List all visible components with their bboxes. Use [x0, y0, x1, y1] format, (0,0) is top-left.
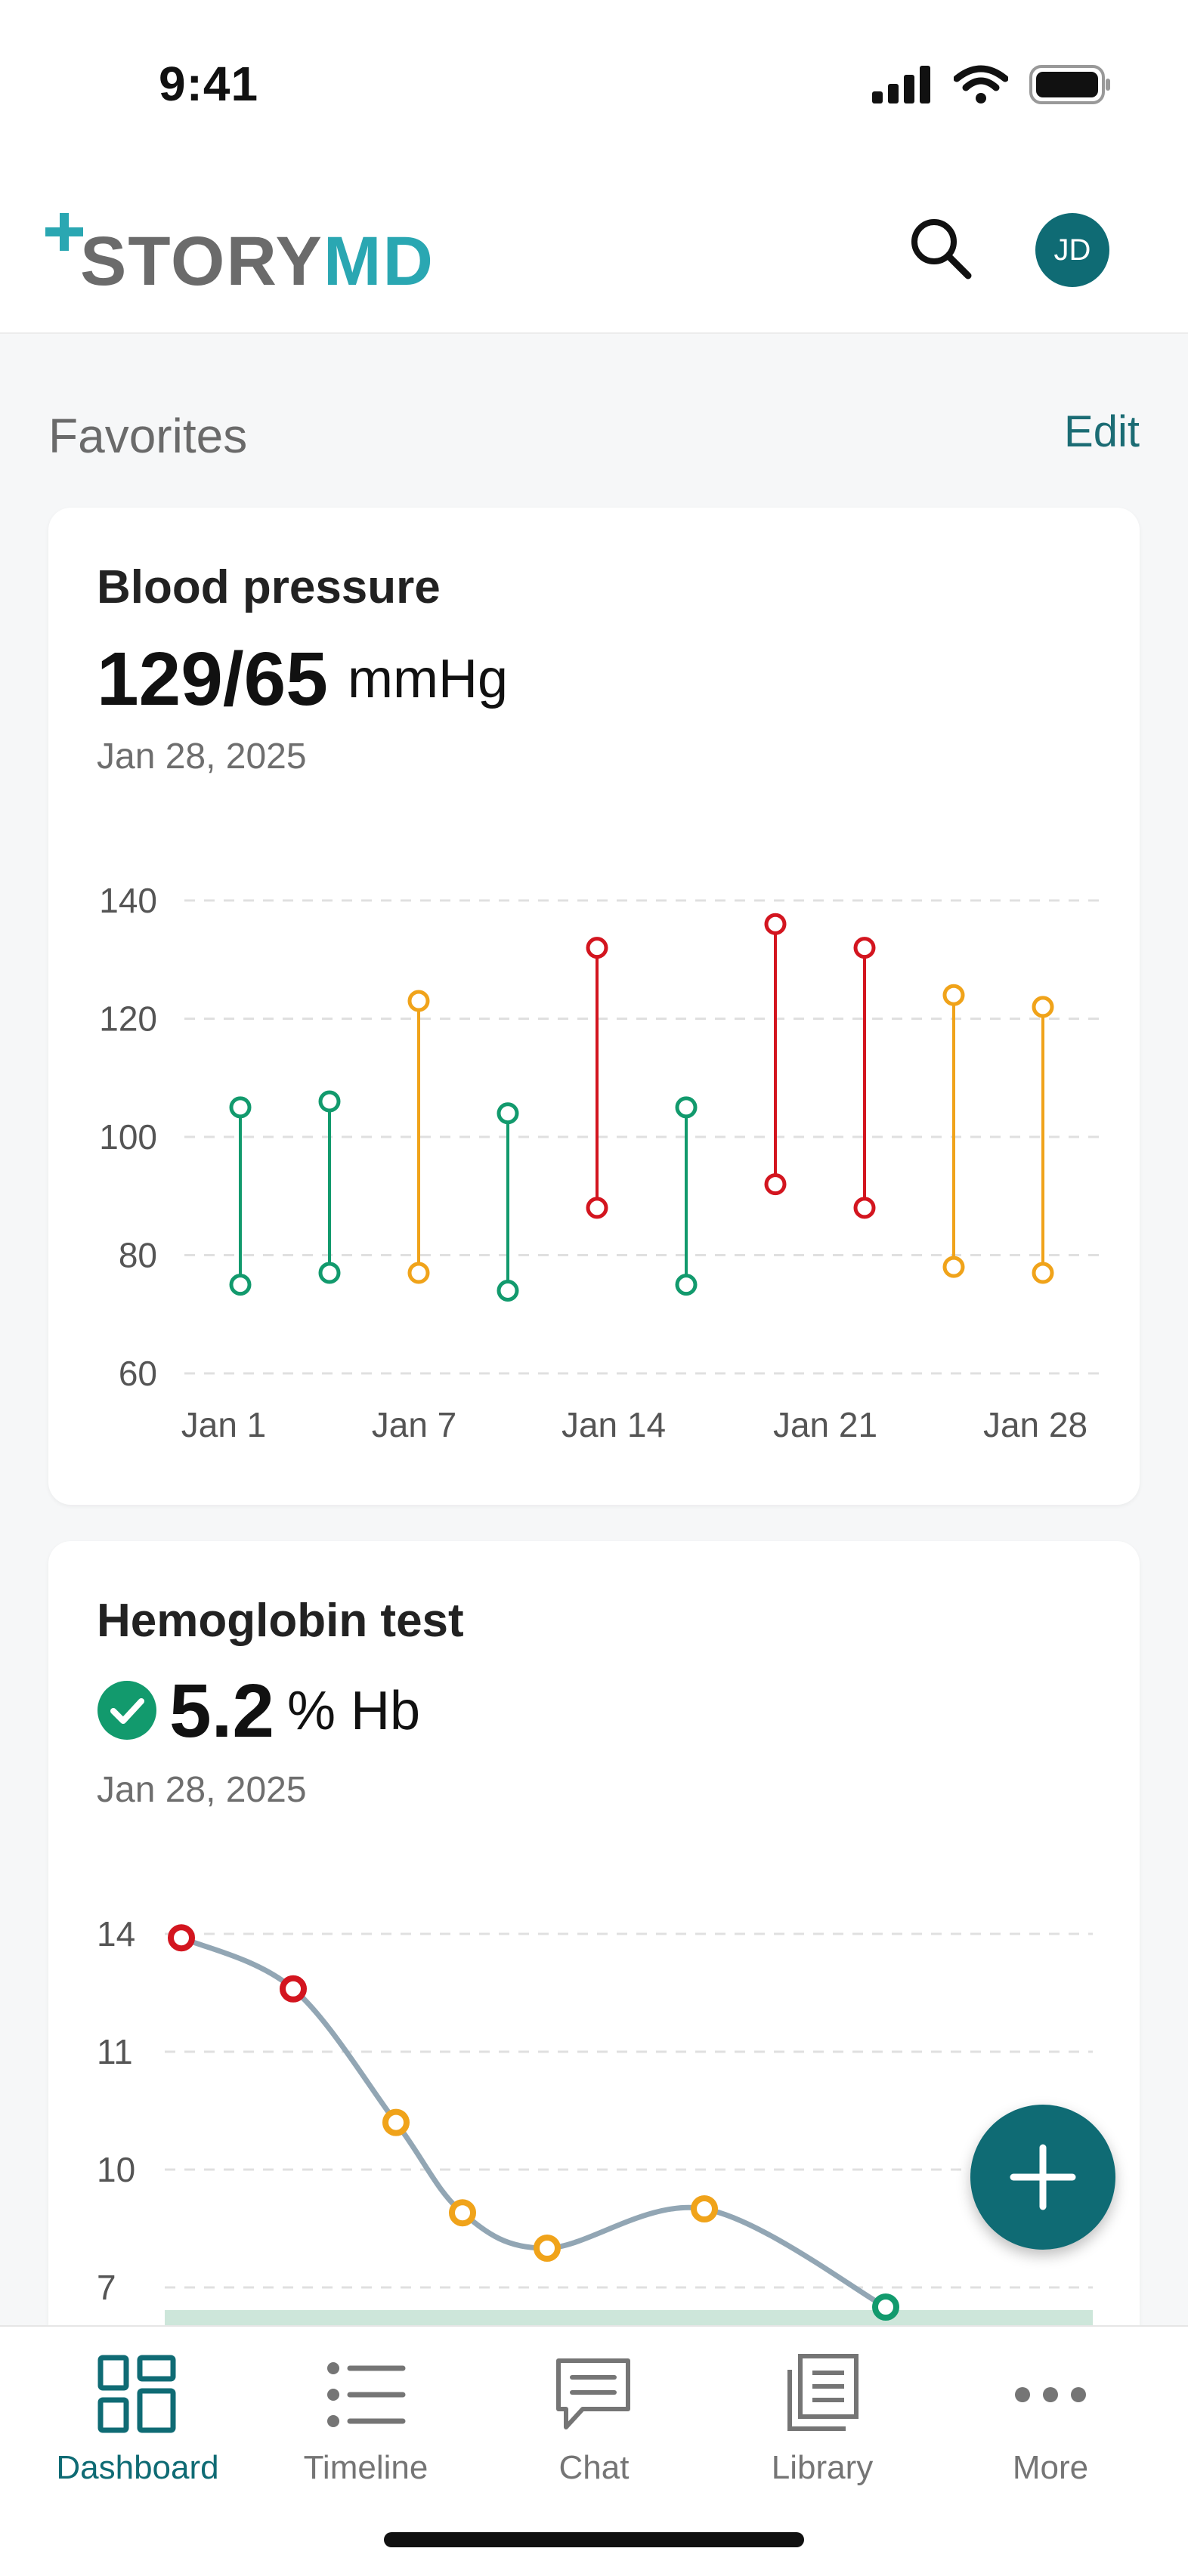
logo-text-md: MD: [323, 223, 435, 300]
logo-text-story: STORY: [80, 223, 323, 300]
chat-icon: [556, 2358, 630, 2429]
y-tick-label: 7: [97, 2268, 116, 2307]
card-date: Jan 28, 2025: [97, 737, 307, 777]
blood-pressure-card[interactable]: Blood pressure 129/65 mmHg Jan 28, 2025 …: [48, 508, 1140, 1505]
nav-label: Dashboard: [56, 2449, 219, 2486]
x-tick-label: Jan 1: [181, 1405, 267, 1444]
bp-systolic-point[interactable]: [853, 937, 876, 959]
x-tick-label: Jan 21: [773, 1405, 877, 1444]
status-icons: [872, 65, 1112, 104]
favorites-title: Favorites: [48, 409, 248, 463]
bp-diastolic-point[interactable]: [229, 1274, 252, 1296]
y-tick-label: 14: [97, 1914, 135, 1954]
status-bar: 9:41: [0, 0, 1188, 151]
nav-item-chat[interactable]: Chat: [481, 2349, 707, 2516]
plus-icon: [1010, 2144, 1076, 2210]
bp-diastolic-point[interactable]: [586, 1197, 608, 1219]
nav-label: More: [1012, 2449, 1089, 2486]
card-title: Hemoglobin test: [97, 1595, 464, 1647]
y-tick-label: 60: [119, 1354, 157, 1393]
card-value: 5.2: [169, 1669, 275, 1753]
hb-data-point[interactable]: [872, 2293, 899, 2321]
hb-data-point[interactable]: [280, 1975, 307, 2003]
storymd-logo[interactable]: STORYMD: [45, 213, 435, 296]
bp-systolic-point[interactable]: [1032, 996, 1054, 1018]
nav-label: Timeline: [303, 2449, 428, 2486]
logo-plus-icon: [45, 213, 83, 251]
app-header: STORYMD JD: [0, 151, 1188, 334]
nav-label: Library: [771, 2449, 874, 2486]
bp-diastolic-point[interactable]: [764, 1173, 787, 1196]
bp-diastolic-point[interactable]: [497, 1279, 519, 1302]
y-tick-label: 100: [99, 1117, 157, 1157]
hb-data-point[interactable]: [691, 2195, 718, 2222]
hb-data-point[interactable]: [449, 2199, 476, 2227]
check-circle-icon: [97, 1681, 156, 1740]
bp-systolic-point[interactable]: [586, 937, 608, 959]
card-title: Blood pressure: [97, 561, 441, 613]
card-date: Jan 28, 2025: [97, 1770, 307, 1810]
y-tick-label: 120: [99, 999, 157, 1039]
add-button[interactable]: [970, 2105, 1115, 2250]
bp-systolic-point[interactable]: [675, 1096, 698, 1119]
nav-item-more[interactable]: More: [937, 2349, 1164, 2516]
x-tick-label: Jan 7: [372, 1405, 457, 1444]
search-icon: [911, 219, 972, 280]
bp-diastolic-point[interactable]: [1032, 1262, 1054, 1284]
x-tick-label: Jan 28: [983, 1405, 1087, 1444]
card-unit: % Hb: [287, 1681, 421, 1741]
hemoglobin-chart: 14 11 10 7: [97, 1914, 1093, 2372]
bp-systolic-point[interactable]: [497, 1102, 519, 1125]
card-unit: mmHg: [348, 649, 508, 709]
dashboard-icon: [97, 2355, 176, 2433]
nav-label: Chat: [558, 2449, 630, 2486]
hemoglobin-card[interactable]: Hemoglobin test 5.2 % Hb Jan 28, 2025 14…: [48, 1541, 1140, 2372]
bp-diastolic-point[interactable]: [942, 1256, 965, 1278]
more-icon: [1015, 2387, 1086, 2402]
battery-icon: [1029, 65, 1110, 104]
avatar[interactable]: JD: [1035, 213, 1109, 287]
status-time: 9:41: [159, 57, 259, 111]
hb-data-point[interactable]: [168, 1924, 195, 1952]
logo-text: STORYMD: [80, 227, 435, 296]
bp-diastolic-point[interactable]: [318, 1262, 341, 1284]
y-tick-label: 11: [97, 2032, 133, 2071]
blood-pressure-chart: 60 80 100 120 140 Jan 1 Jan 7 Jan 14 Jan 21 Jan 2…: [99, 881, 1103, 1444]
home-indicator: [384, 2532, 804, 2547]
bp-systolic-point[interactable]: [942, 984, 965, 1006]
y-tick-label: 140: [99, 881, 157, 920]
wifi-icon: [954, 65, 1008, 103]
nav-item-library[interactable]: Library: [709, 2349, 936, 2516]
search-button[interactable]: [904, 212, 976, 284]
bp-systolic-point[interactable]: [229, 1096, 252, 1119]
x-tick-label: Jan 14: [562, 1405, 666, 1444]
timeline-icon: [327, 2362, 406, 2427]
bp-systolic-point[interactable]: [318, 1090, 341, 1113]
nav-item-dashboard[interactable]: Dashboard: [24, 2349, 251, 2516]
y-tick-label: 80: [119, 1236, 157, 1275]
hb-data-point[interactable]: [534, 2235, 561, 2262]
bp-diastolic-point[interactable]: [853, 1197, 876, 1219]
edit-favorites-button[interactable]: Edit: [1064, 407, 1140, 456]
hb-data-point[interactable]: [382, 2108, 410, 2136]
signal-icon: [872, 66, 930, 103]
y-tick-label: 10: [97, 2150, 135, 2189]
library-icon: [787, 2354, 859, 2431]
bp-diastolic-point[interactable]: [675, 1274, 698, 1296]
card-value: 129/65: [97, 637, 328, 721]
bp-systolic-point[interactable]: [407, 990, 430, 1012]
bp-diastolic-point[interactable]: [407, 1262, 430, 1284]
bp-systolic-point[interactable]: [764, 913, 787, 935]
nav-item-timeline[interactable]: Timeline: [252, 2349, 479, 2516]
